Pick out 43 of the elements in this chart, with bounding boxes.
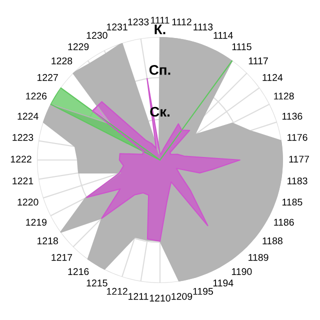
spoke-label: 1221 xyxy=(12,177,34,184)
spoke-label: 1177 xyxy=(289,156,309,163)
spoke-label: 1185 xyxy=(282,198,302,206)
spoke-label: 1188 xyxy=(262,237,282,244)
spoke-label: 1117 xyxy=(248,58,268,64)
spoke-label: 1186 xyxy=(274,218,294,226)
spoke-label: 1176 xyxy=(288,134,308,141)
spoke-label: 1224 xyxy=(18,112,38,120)
spoke-label: 1217 xyxy=(52,254,72,261)
spoke-label: 1136 xyxy=(282,112,302,120)
spoke-label: 1195 xyxy=(193,288,213,295)
spoke-label: 1227 xyxy=(37,74,58,81)
spoke-label: 1229 xyxy=(68,43,89,50)
y-tick-label: Ск. xyxy=(150,106,170,117)
spoke-label: 1183 xyxy=(288,177,308,184)
spoke-label: 1231 xyxy=(106,24,128,30)
spoke-label: 1215 xyxy=(86,280,108,286)
spoke-label: 1128 xyxy=(274,92,294,100)
spoke-label: 1228 xyxy=(52,57,72,64)
spoke-label: 1219 xyxy=(26,218,47,226)
spoke-label: 1222 xyxy=(10,156,32,163)
spoke-label: 1216 xyxy=(68,268,89,276)
spoke-label: 1115 xyxy=(232,43,252,50)
spoke-label: 1194 xyxy=(213,280,234,286)
spoke-label: 1220 xyxy=(18,198,38,206)
y-tick-label: К. xyxy=(154,24,166,34)
spoke-label: 1114 xyxy=(214,32,233,39)
spoke-label: 1218 xyxy=(37,237,58,244)
spoke-label: 1113 xyxy=(194,24,213,30)
spoke-label: 1124 xyxy=(262,74,283,81)
spoke-label: 1189 xyxy=(248,254,268,261)
spoke-label: 1233 xyxy=(128,18,149,26)
spoke-label: 1190 xyxy=(232,268,252,276)
spoke-label: 1226 xyxy=(26,92,47,100)
spoke-label: 1212 xyxy=(106,288,128,295)
y-tick-label: Сп. xyxy=(149,65,170,75)
spoke-label: 1209 xyxy=(172,292,192,300)
spoke-label: 1223 xyxy=(12,134,34,141)
spoke-label: 1230 xyxy=(86,32,108,39)
spoke-label: 1112 xyxy=(172,18,192,26)
spoke-label: 1211 xyxy=(128,292,148,300)
spoke-label: 1111 xyxy=(151,16,170,24)
spoke-label: 1210 xyxy=(150,294,170,302)
